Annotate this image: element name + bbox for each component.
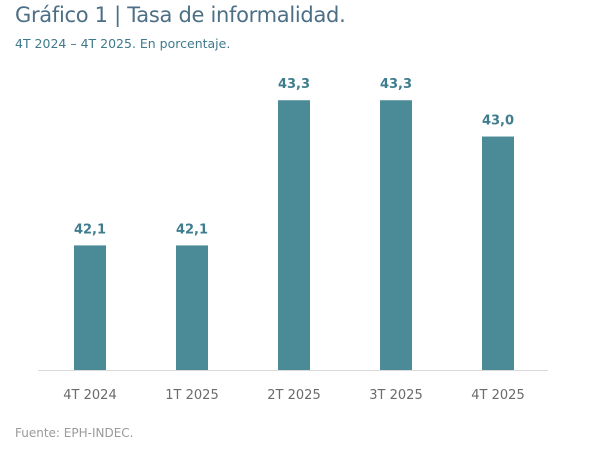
data-label: 42,1 bbox=[176, 222, 208, 237]
bar bbox=[278, 100, 310, 370]
data-label: 43,3 bbox=[278, 77, 310, 92]
bar bbox=[74, 245, 106, 370]
chart-source: Fuente: EPH-INDEC. bbox=[15, 426, 134, 440]
chart-subtitle: 4T 2024 – 4T 2025. En porcentaje. bbox=[15, 36, 231, 51]
bar bbox=[176, 245, 208, 370]
bar bbox=[380, 100, 412, 370]
x-tick-label: 4T 2025 bbox=[471, 388, 524, 403]
bar bbox=[482, 136, 514, 370]
x-tick-label: 2T 2025 bbox=[267, 388, 320, 403]
data-label: 42,1 bbox=[74, 222, 106, 237]
data-label: 43,0 bbox=[482, 114, 514, 129]
chart-title: Gráfico 1 | Tasa de informalidad. bbox=[15, 3, 346, 27]
x-tick-label: 3T 2025 bbox=[369, 388, 422, 403]
x-tick-label: 4T 2024 bbox=[63, 388, 116, 403]
data-label: 43,3 bbox=[380, 77, 412, 92]
x-tick-label: 1T 2025 bbox=[165, 388, 218, 403]
